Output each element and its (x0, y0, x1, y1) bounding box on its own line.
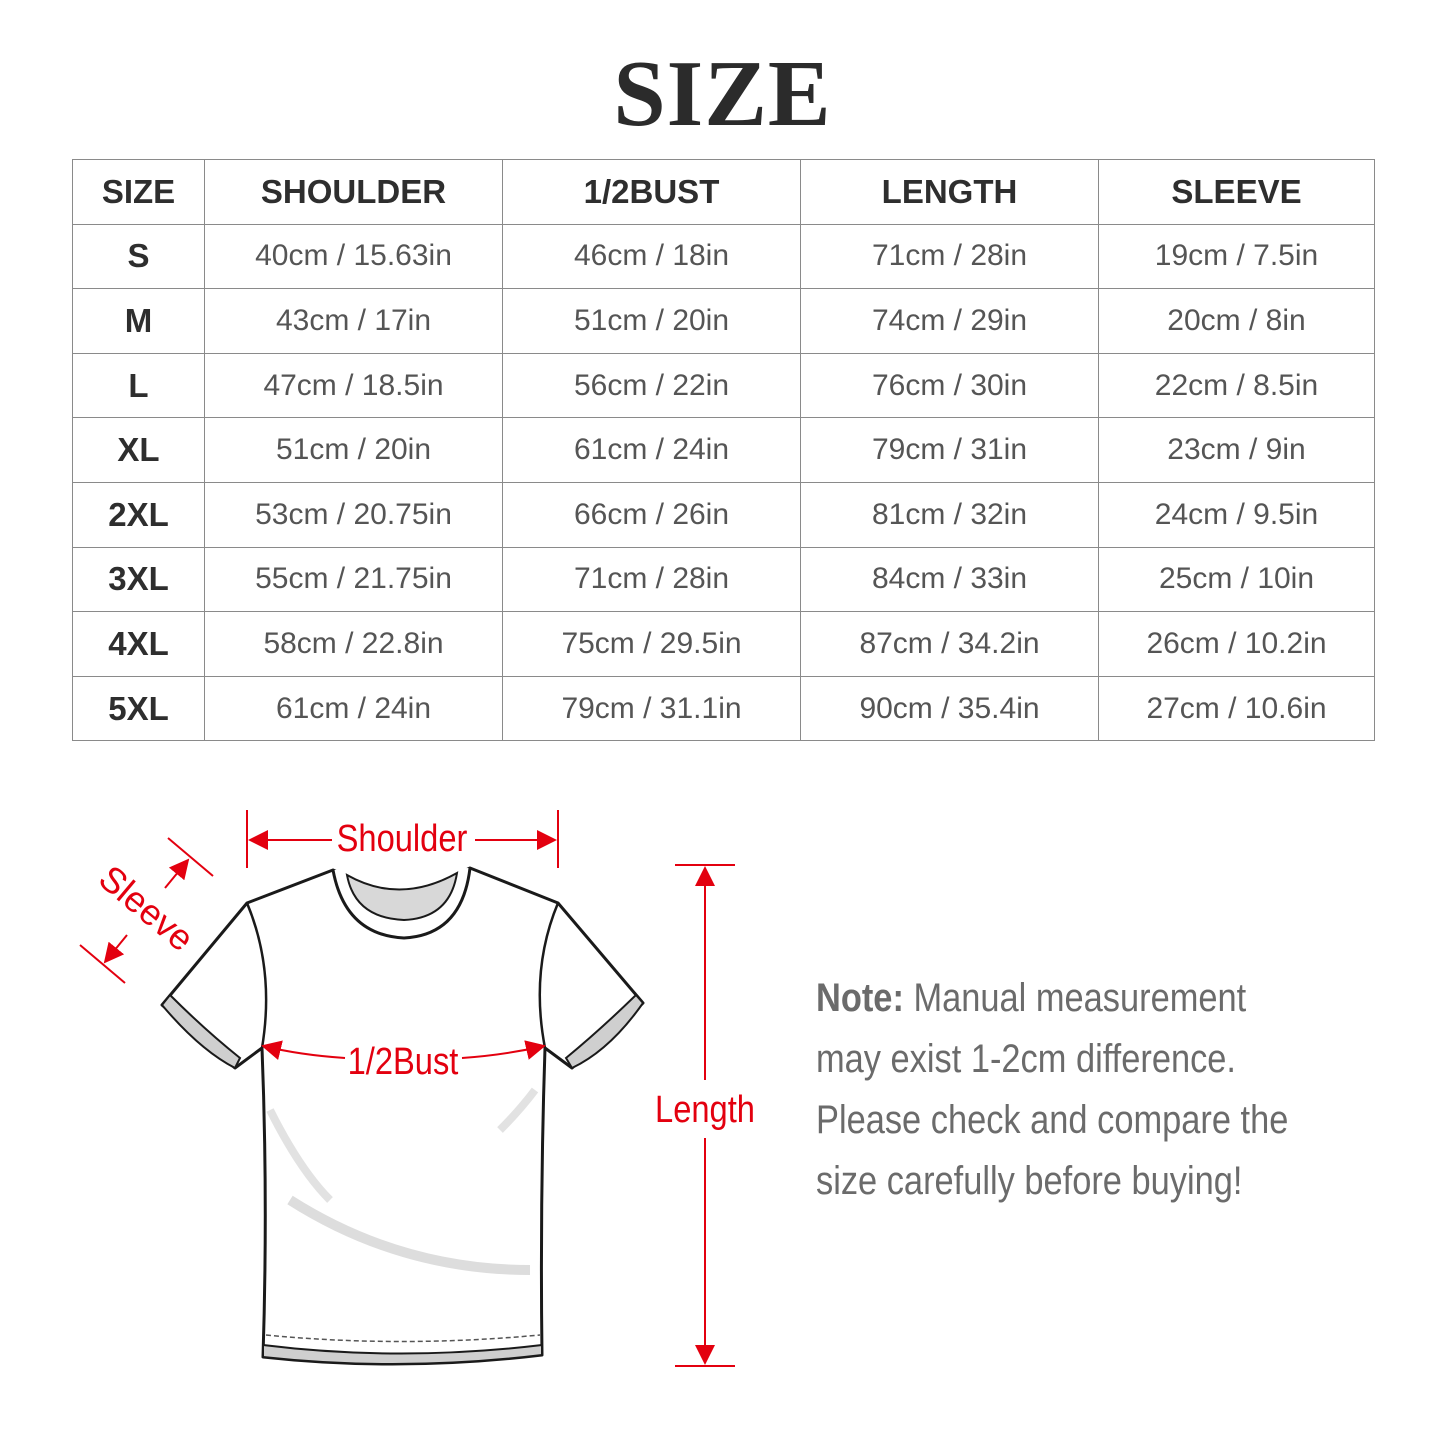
sleeve-measure (79, 837, 214, 984)
header-bust: 1/2BUST (502, 159, 801, 225)
bust-measure (261, 1040, 546, 1060)
measurement-cell: 61cm / 24in (204, 675, 503, 742)
measurement-cell: 90cm / 35.4in (800, 675, 1099, 742)
shoulder-measure (246, 810, 559, 868)
measurement-cell: 43cm / 17in (204, 288, 503, 354)
table-row: 3XL 55cm / 21.75in 71cm / 28in 84cm / 33in 2… (72, 546, 1375, 613)
header-length: LENGTH (800, 159, 1099, 225)
size-cell: S (72, 223, 205, 290)
measurement-cell: 84cm / 33in (800, 546, 1099, 613)
table-row: M 43cm / 17in 51cm / 20in 74cm / 29in 20cm /… (72, 288, 1375, 354)
header-size: SIZE (72, 159, 205, 225)
measurement-cell: 71cm / 28in (502, 546, 801, 613)
measurement-cell: 61cm / 24in (502, 417, 801, 483)
size-cell: 5XL (72, 675, 205, 742)
measurement-cell: 20cm / 8in (1098, 288, 1375, 354)
table-row: 2XL 53cm / 20.75in 66cm / 26in 81cm / 32in 2… (72, 481, 1375, 548)
measurement-cell: 56cm / 22in (502, 352, 801, 419)
size-cell: 3XL (72, 546, 205, 613)
size-table: SIZE SHOULDER 1/2BUST LENGTH SLEEVE S 40c… (72, 159, 1375, 742)
table-header-row: SIZE SHOULDER 1/2BUST LENGTH SLEEVE (72, 159, 1375, 225)
measurement-cell: 53cm / 20.75in (204, 481, 503, 548)
measurement-cell: 79cm / 31in (800, 417, 1099, 483)
measurement-cell: 79cm / 31.1in (502, 675, 801, 742)
note-text: Manual measurement may exist 1-2cm diffe… (816, 976, 1289, 1203)
page-title: SIZE (613, 42, 832, 146)
table-row: L 47cm / 18.5in 56cm / 22in 76cm / 30in 22cm… (72, 352, 1375, 419)
measurement-cell: 66cm / 26in (502, 481, 801, 548)
size-cell: 2XL (72, 481, 205, 548)
measurement-cell: 51cm / 20in (204, 417, 503, 483)
measurement-cell: 55cm / 21.75in (204, 546, 503, 613)
size-cell: 4XL (72, 611, 205, 677)
table-row: S 40cm / 15.63in 46cm / 18in 71cm / 28in 19c… (72, 223, 1375, 290)
measurement-cell: 75cm / 29.5in (502, 611, 801, 677)
shoulder-label: Shoulder (337, 817, 468, 860)
note-label: Note: (816, 976, 904, 1020)
measurement-cell: 23cm / 9in (1098, 417, 1375, 483)
length-label: Length (655, 1088, 755, 1131)
measurement-cell: 19cm / 7.5in (1098, 223, 1375, 290)
measurement-cell: 22cm / 8.5in (1098, 352, 1375, 419)
measurement-cell: 46cm / 18in (502, 223, 801, 290)
measurement-cell: 24cm / 9.5in (1098, 481, 1375, 548)
measurement-cell: 27cm / 10.6in (1098, 675, 1375, 742)
bust-label: 1/2Bust (348, 1040, 459, 1083)
measurement-cell: 40cm / 15.63in (204, 223, 503, 290)
note: Note: Manual measurement may exist 1-2cm… (816, 968, 1315, 1212)
measurement-cell: 74cm / 29in (800, 288, 1099, 354)
size-cell: M (72, 288, 205, 354)
measurement-cell: 51cm / 20in (502, 288, 801, 354)
measurement-cell: 47cm / 18.5in (204, 352, 503, 419)
table-row: XL 51cm / 20in 61cm / 24in 79cm / 31in 23cm … (72, 417, 1375, 483)
measurement-cell: 26cm / 10.2in (1098, 611, 1375, 677)
sleeve-label: Sleeve (91, 857, 202, 959)
length-measure (675, 864, 735, 1367)
tshirt-illustration (160, 866, 645, 1366)
measurement-cell: 58cm / 22.8in (204, 611, 503, 677)
measurement-cell: 81cm / 32in (800, 481, 1099, 548)
measurement-cell: 25cm / 10in (1098, 546, 1375, 613)
size-cell: L (72, 352, 205, 419)
table-row: 5XL 61cm / 24in 79cm / 31.1in 90cm / 35.4in… (72, 675, 1375, 742)
header-sleeve: SLEEVE (1098, 159, 1375, 225)
measurement-cell: 76cm / 30in (800, 352, 1099, 419)
